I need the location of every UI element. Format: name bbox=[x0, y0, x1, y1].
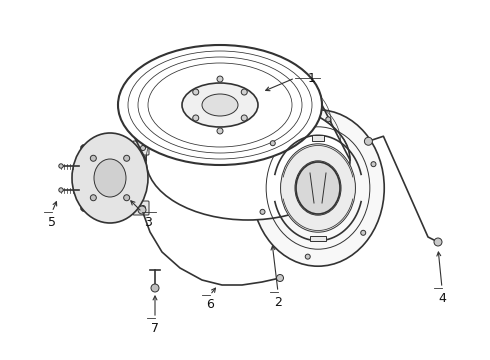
Text: 3: 3 bbox=[144, 216, 152, 229]
Text: 7: 7 bbox=[151, 321, 159, 334]
FancyBboxPatch shape bbox=[133, 201, 149, 215]
Circle shape bbox=[217, 76, 223, 82]
Circle shape bbox=[123, 155, 130, 161]
Circle shape bbox=[241, 115, 247, 121]
Text: 2: 2 bbox=[274, 296, 282, 309]
Circle shape bbox=[59, 188, 63, 192]
Text: 5: 5 bbox=[48, 216, 56, 229]
FancyBboxPatch shape bbox=[133, 141, 149, 155]
Bar bbox=[312, 135, 324, 141]
Ellipse shape bbox=[72, 133, 148, 223]
Circle shape bbox=[270, 141, 275, 146]
Circle shape bbox=[241, 89, 247, 95]
Circle shape bbox=[434, 238, 442, 246]
Ellipse shape bbox=[296, 162, 340, 214]
Circle shape bbox=[123, 195, 130, 201]
Circle shape bbox=[151, 284, 159, 292]
Circle shape bbox=[193, 115, 199, 121]
Circle shape bbox=[217, 128, 223, 134]
Ellipse shape bbox=[202, 94, 238, 116]
Circle shape bbox=[365, 137, 372, 145]
Ellipse shape bbox=[118, 45, 322, 165]
Text: 4: 4 bbox=[438, 292, 446, 305]
Text: 1: 1 bbox=[308, 72, 316, 85]
Ellipse shape bbox=[182, 83, 258, 127]
Circle shape bbox=[276, 275, 284, 282]
Ellipse shape bbox=[252, 110, 384, 266]
FancyBboxPatch shape bbox=[81, 145, 139, 211]
Circle shape bbox=[326, 117, 331, 122]
Ellipse shape bbox=[281, 144, 355, 232]
Bar bbox=[310, 236, 326, 241]
Circle shape bbox=[260, 209, 265, 214]
Circle shape bbox=[59, 164, 63, 168]
Circle shape bbox=[305, 254, 310, 259]
Ellipse shape bbox=[146, 100, 350, 220]
Circle shape bbox=[371, 162, 376, 167]
Ellipse shape bbox=[305, 173, 331, 203]
Circle shape bbox=[141, 206, 146, 211]
Circle shape bbox=[193, 89, 199, 95]
Circle shape bbox=[141, 145, 146, 150]
Circle shape bbox=[90, 195, 97, 201]
Circle shape bbox=[90, 155, 97, 161]
Text: 6: 6 bbox=[206, 298, 214, 311]
Circle shape bbox=[138, 206, 146, 214]
Ellipse shape bbox=[94, 159, 126, 197]
Circle shape bbox=[361, 230, 366, 235]
